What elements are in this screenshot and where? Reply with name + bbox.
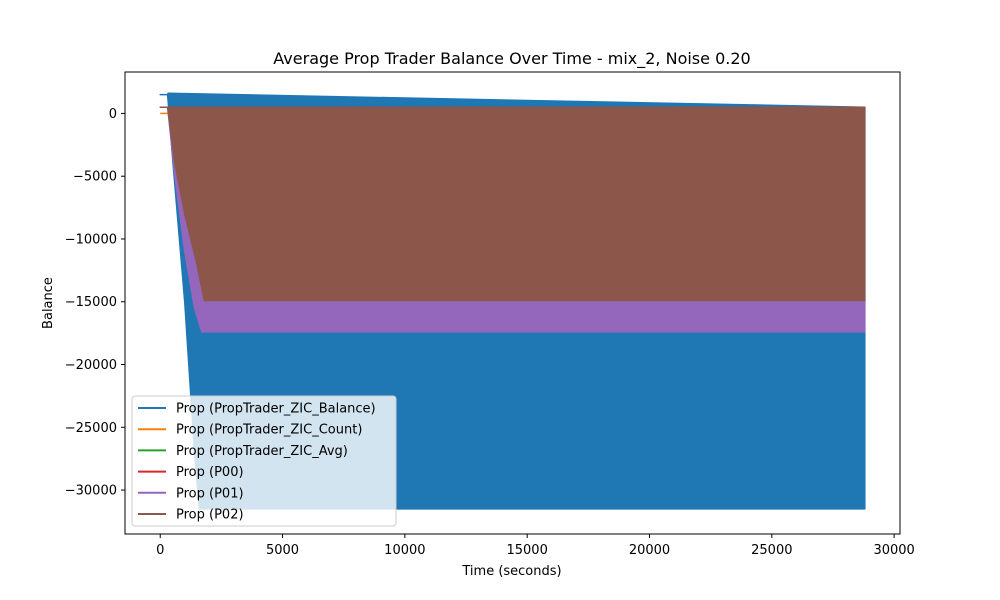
legend-label: Prop (P00) [176, 465, 244, 480]
x-tick-label: 0 [156, 543, 164, 558]
x-tick-label: 15000 [506, 543, 547, 558]
legend: Prop (PropTrader_ZIC_Balance) Prop (PropT… [131, 395, 397, 527]
y-tick-label: −10000 [65, 232, 117, 247]
legend-box [131, 395, 397, 527]
y-tick-label: −25000 [65, 421, 117, 436]
x-tick-label: 5000 [266, 543, 299, 558]
y-axis-label: Balance [41, 277, 56, 329]
y-tick-label: −15000 [65, 295, 117, 310]
legend-label: Prop (PropTrader_ZIC_Avg) [176, 444, 348, 459]
legend-label: Prop (P01) [176, 486, 244, 501]
x-tick-label: 25000 [751, 543, 792, 558]
x-tick-label: 30000 [873, 543, 914, 558]
y-tick-label: −30000 [65, 484, 117, 499]
y-axis: 0 −5000 −10000 −15000 −20000 −25000 −30000 [65, 107, 125, 499]
y-tick-label: −20000 [65, 358, 117, 373]
legend-label: Prop (PropTrader_ZIC_Count) [176, 423, 362, 438]
legend-label: Prop (PropTrader_ZIC_Balance) [176, 402, 376, 417]
y-tick-label: 0 [109, 107, 117, 122]
legend-label: Prop (P02) [176, 508, 244, 523]
x-tick-label: 20000 [629, 543, 670, 558]
x-axis: 0 5000 10000 15000 20000 25000 30000 [156, 534, 915, 558]
x-axis-label: Time (seconds) [461, 564, 561, 579]
y-tick-label: −5000 [73, 170, 117, 185]
chart-title: Average Prop Trader Balance Over Time - … [273, 49, 750, 69]
x-tick-label: 10000 [384, 543, 425, 558]
series-5-band [159, 106, 866, 302]
axes-frame [124, 71, 901, 535]
